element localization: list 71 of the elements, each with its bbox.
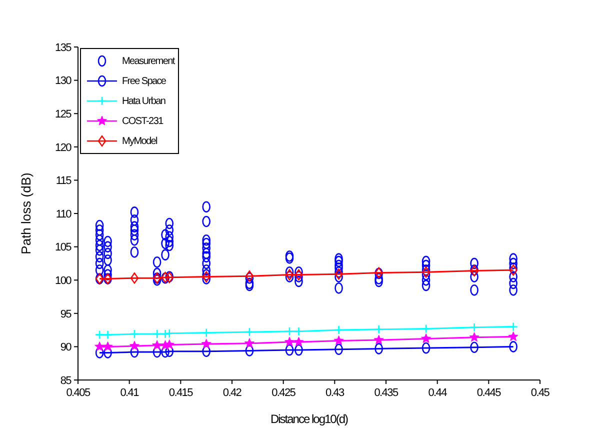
y-tick-label: 100 [55,275,72,288]
point [469,332,480,342]
point [470,322,479,332]
point [374,343,383,354]
point [422,342,430,354]
legend-label: Hata Urban [122,96,166,106]
point [470,342,478,354]
point [422,266,430,278]
y-tick-label: 85 [60,374,72,387]
point [94,341,105,351]
point [421,333,432,344]
x-tick-label: 0.41 [120,386,140,399]
y-tick-label: 105 [55,242,72,254]
point [334,344,343,356]
point [104,347,112,358]
x-axis-title: Distance log10(d) [270,412,349,426]
x-tick-label: 0.43 [326,386,344,399]
point [294,336,304,346]
point [201,338,212,348]
point [421,324,431,334]
y-tick-label: 95 [60,308,72,320]
point [245,345,254,356]
point [509,341,518,352]
point [95,347,104,358]
y-tick-label: 135 [55,42,72,54]
x-tick-label: 0.405 [66,386,90,399]
point [508,331,518,342]
point [202,328,211,338]
point [130,346,139,358]
point [161,346,170,358]
point [244,327,254,337]
y-tick-label: 120 [55,142,72,154]
y-tick-label: 125 [55,108,72,121]
point [374,324,384,334]
point [160,329,170,339]
legend-label: MyModel [122,136,157,146]
point [130,272,139,284]
point [152,340,162,350]
point [334,335,344,345]
y-tick-label: 130 [55,75,72,88]
legend-label: Free Space [122,76,166,86]
point [152,346,162,358]
point [285,344,294,356]
point [334,325,344,335]
point [334,268,343,280]
x-tick-label: 0.44 [428,386,448,399]
point [284,326,294,336]
x-tick-label: 0.445 [476,386,502,399]
legend-label: Measurement [122,56,174,66]
point [284,336,294,346]
point [202,346,210,358]
point [129,340,140,350]
x-tick-label: 0.42 [222,386,242,399]
point [294,344,303,356]
x-tick-label: 0.45 [530,386,550,399]
point [374,334,384,344]
point [244,338,254,348]
point [130,329,140,339]
legend-label: COST-231 [122,116,163,126]
y-tick-label: 90 [60,342,72,354]
y-axis-title: Path loss (dB) [18,172,34,254]
point [164,328,174,338]
point [509,264,518,276]
point [152,329,162,339]
point [102,341,113,351]
x-tick-label: 0.435 [374,386,398,399]
y-tick-label: 115 [56,175,72,188]
x-tick-label: 0.425 [272,386,296,399]
point [165,346,174,358]
y-tick-label: 110 [56,208,72,220]
x-tick-label: 0.415 [168,386,194,399]
